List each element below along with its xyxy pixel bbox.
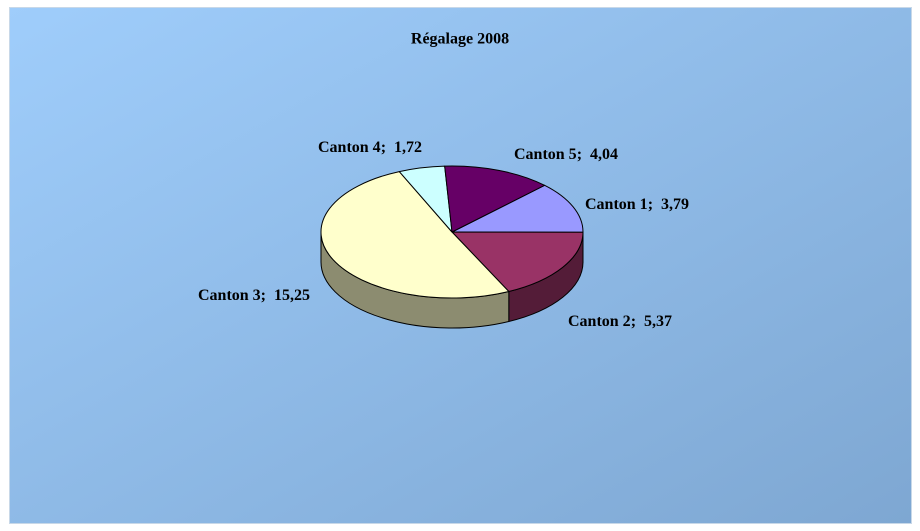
label-separator: ;: [631, 313, 636, 330]
pie-slice: [444, 165, 546, 233]
data-label: Canton 5; 4,04: [514, 146, 618, 163]
data-label: Canton 3; 15,25: [198, 287, 310, 304]
label-separator: ;: [648, 196, 653, 213]
label-category: Canton 3: [198, 287, 261, 304]
pie-slice: [320, 171, 510, 299]
label-value: 5,37: [644, 313, 672, 330]
label-value: 3,79: [661, 196, 689, 213]
data-label: Canton 2; 5,37: [568, 313, 672, 330]
chart-title: Régalage 2008: [411, 31, 509, 48]
label-value: 4,04: [590, 146, 618, 163]
pie-slice: [451, 231, 584, 292]
pie-slice: [451, 184, 584, 233]
label-category: Canton 5: [514, 146, 577, 163]
label-value: 1,72: [394, 139, 422, 156]
label-separator: ;: [381, 139, 386, 156]
label-separator: ;: [577, 146, 582, 163]
label-category: Canton 2: [568, 313, 631, 330]
data-label: Canton 1; 3,79: [585, 196, 689, 213]
label-category: Canton 1: [585, 196, 648, 213]
label-separator: ;: [261, 287, 266, 304]
pie-tops: [320, 165, 584, 299]
data-label: Canton 4; 1,72: [318, 139, 422, 156]
data-labels: Canton 1; 3,79 Canton 2; 5,37 Canton 3; 15,25…: [198, 139, 689, 330]
label-value: 15,25: [274, 287, 310, 304]
label-category: Canton 4: [318, 139, 381, 156]
